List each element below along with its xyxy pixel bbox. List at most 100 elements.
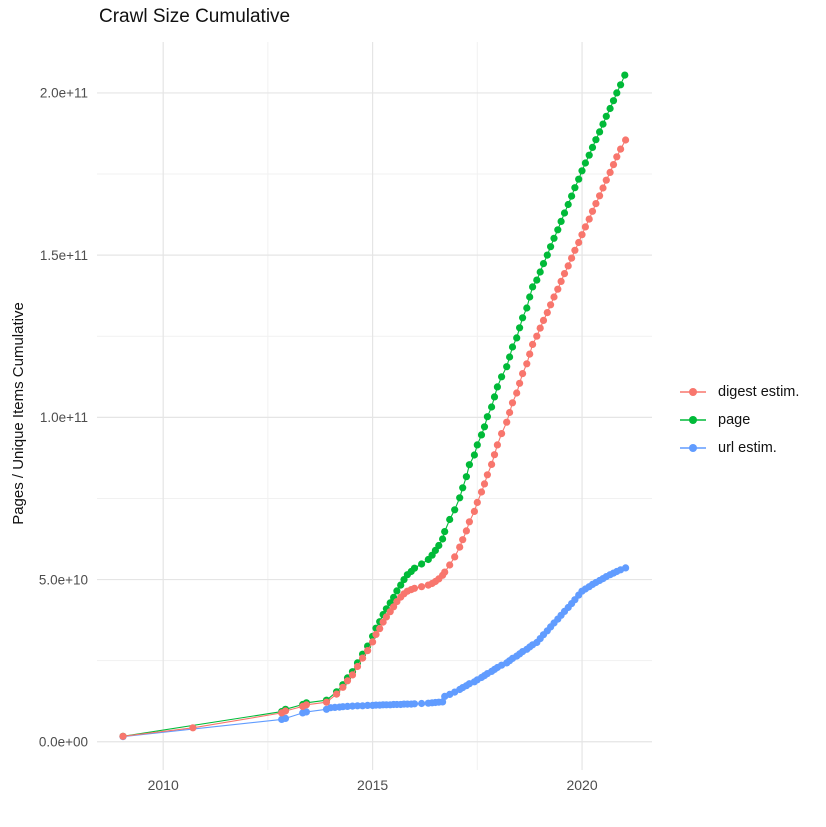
data-point [446,515,454,524]
data-point [617,81,625,89]
series-points-digest-estim [119,136,630,740]
data-point [560,209,569,217]
y-axis-tick-label: 0.0e+00 [39,734,88,749]
y-axis-tick-label: 1.5e+11 [40,248,88,263]
data-point [498,373,506,381]
data-point [581,223,590,231]
data-point [571,246,579,254]
data-point [343,677,352,685]
data-point [506,408,514,417]
data-point [490,451,499,459]
x-axis-tick-label: 2020 [566,777,597,793]
data-point [621,71,629,79]
data-point [613,153,621,161]
data-point [397,581,405,589]
data-point [393,587,401,595]
data-point [596,128,604,136]
legend-item-digest-estim: digest estim. [679,380,799,403]
data-point [606,168,614,176]
y-axis-tick-label: 5.0e+10 [39,572,88,587]
data-point [477,431,486,439]
data-point [483,413,491,421]
data-point [281,707,290,715]
data-point [483,471,491,479]
data-point [602,112,610,120]
data-point [364,647,372,655]
data-point [451,553,459,561]
data-point [470,451,478,459]
data-point [333,690,341,698]
legend-key-dot [689,443,697,452]
data-point [376,625,384,633]
legend-key-icon [680,443,706,452]
data-point [498,430,506,438]
data-point [578,231,586,239]
data-point [439,535,447,543]
data-point [506,353,514,361]
data-point [529,340,537,348]
legend-key-dot [689,415,697,424]
data-point [599,120,607,128]
data-point [571,184,579,192]
data-point [459,536,467,544]
data-point [459,484,467,492]
data-point [390,603,398,611]
data-point [568,254,576,262]
series-points-url-estim [119,564,630,741]
data-point [609,161,618,169]
data-point [439,698,447,706]
data-point [353,662,362,671]
data-point [503,418,511,426]
data-point [575,175,583,183]
data-point [588,143,597,151]
data-point [488,460,496,468]
data-point [588,207,597,215]
data-point [281,714,290,723]
data-point [369,638,377,646]
data-point [539,260,548,268]
data-point [550,293,558,301]
chart-title: Crawl Size Cumulative [99,6,291,27]
data-point [568,192,576,200]
x-axis-tick-label: 2010 [148,777,179,793]
data-point [622,564,630,572]
data-point [189,724,197,732]
data-point [581,159,590,167]
data-point [451,506,459,514]
y-axis-tick-label: 1.0e+11 [40,410,88,425]
data-point [382,613,390,621]
legend-key-icon [680,415,706,424]
data-point [516,379,524,387]
data-point [554,226,562,234]
data-point [513,334,521,342]
data-point [526,350,534,358]
data-point [606,104,614,113]
data-point [435,541,443,550]
data-point [596,192,604,200]
data-point [488,403,496,411]
data-point [508,343,517,351]
data-point [480,480,489,488]
data-point [617,145,625,153]
data-point [523,304,531,312]
data-point [493,441,501,449]
y-axis-tick-label: 2.0e+11 [40,86,88,101]
data-point [465,461,473,469]
data-point [533,332,541,340]
data-point [348,671,357,679]
data-point [446,561,454,569]
data-point [554,285,562,293]
data-point [410,584,419,592]
data-point [462,473,470,481]
data-point [473,441,481,449]
series-line-url-estim [122,567,626,738]
data-point [529,283,537,291]
data-point [418,699,426,708]
legend: digest estim. page url estim. [679,380,799,459]
data-point [503,363,511,371]
data-point [490,393,499,401]
series-line-digest-estim [122,139,627,737]
data-point [516,324,524,332]
data-point [536,268,544,276]
